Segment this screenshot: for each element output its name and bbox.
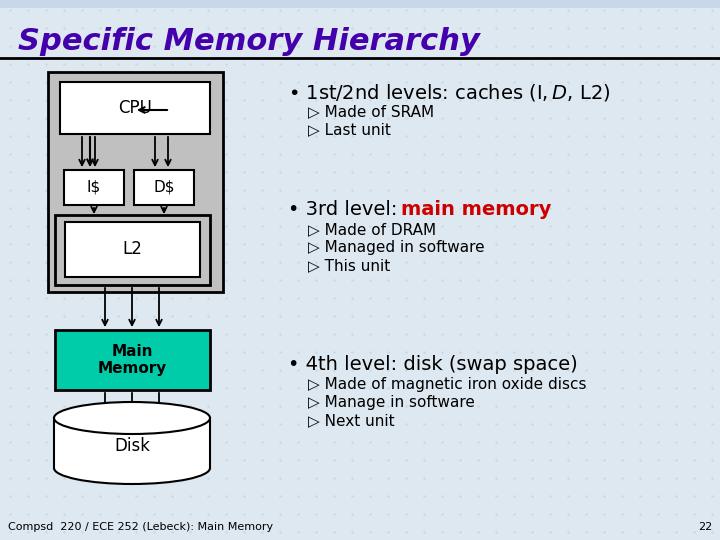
Ellipse shape — [54, 452, 210, 484]
Text: ▷ Managed in software: ▷ Managed in software — [308, 240, 485, 255]
Bar — [54, 418, 210, 468]
Text: Main
Memory: Main Memory — [98, 344, 167, 376]
Text: L2: L2 — [122, 240, 143, 259]
Bar — [0, 0, 720, 8]
Text: ▷ Made of magnetic iron oxide discs: ▷ Made of magnetic iron oxide discs — [308, 377, 587, 392]
Text: Specific Memory Hierarchy: Specific Memory Hierarchy — [18, 28, 480, 57]
Text: • 3rd level:: • 3rd level: — [288, 200, 404, 219]
Bar — [48, 72, 223, 292]
Text: I$: I$ — [87, 180, 101, 195]
Ellipse shape — [54, 402, 210, 434]
Text: 22: 22 — [698, 522, 712, 532]
Text: ▷ Manage in software: ▷ Manage in software — [308, 395, 475, 410]
Text: ▷ Made of SRAM: ▷ Made of SRAM — [308, 104, 434, 119]
Text: main memory: main memory — [401, 200, 552, 219]
Text: • 1st/2nd levels: caches (I$, D$, L2): • 1st/2nd levels: caches (I$, D$, L2) — [288, 82, 611, 103]
Text: ▷ Last unit: ▷ Last unit — [308, 122, 391, 137]
Bar — [134, 170, 194, 205]
Bar — [55, 215, 210, 285]
Text: D$: D$ — [153, 180, 175, 195]
Text: CPU: CPU — [118, 99, 152, 117]
Text: Compsd  220 / ECE 252 (Lebeck): Main Memory: Compsd 220 / ECE 252 (Lebeck): Main Memo… — [8, 522, 273, 532]
Text: ▷ This unit: ▷ This unit — [308, 258, 390, 273]
Text: Disk: Disk — [114, 437, 150, 455]
Bar — [55, 330, 210, 390]
Text: ▷ Made of DRAM: ▷ Made of DRAM — [308, 222, 436, 237]
Bar — [64, 170, 124, 205]
Bar — [65, 222, 200, 277]
Text: • 4th level: disk (swap space): • 4th level: disk (swap space) — [288, 355, 577, 374]
Bar — [60, 82, 210, 134]
Text: ▷ Next unit: ▷ Next unit — [308, 413, 395, 428]
